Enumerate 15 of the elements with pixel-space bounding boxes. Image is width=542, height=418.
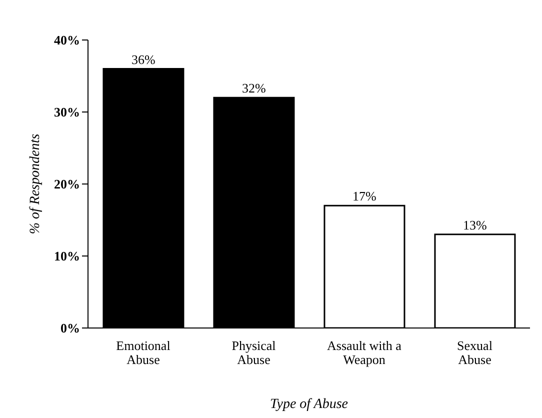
x-axis-title: Type of Abuse (270, 397, 348, 412)
data-label: 32% (242, 80, 266, 96)
y-tick-label: 0% (60, 320, 80, 336)
data-label: 13% (463, 217, 488, 232)
y-tick-label: 30% (54, 104, 80, 120)
x-tick-label: Sexual Abuse (457, 338, 493, 367)
x-tick-label: Emotional Abuse (116, 338, 171, 367)
x-tick-label: Assault with a Weapon (327, 338, 402, 367)
x-tick-label: Physical Abuse (232, 338, 276, 367)
data-label: 36% (132, 52, 156, 67)
y-tick-label: 20% (54, 176, 80, 192)
y-axis-title: % of Respondents (28, 133, 43, 234)
y-tick-label: 10% (54, 248, 80, 264)
data-label: 17% (352, 188, 377, 204)
y-tick-label: 40% (54, 32, 80, 48)
